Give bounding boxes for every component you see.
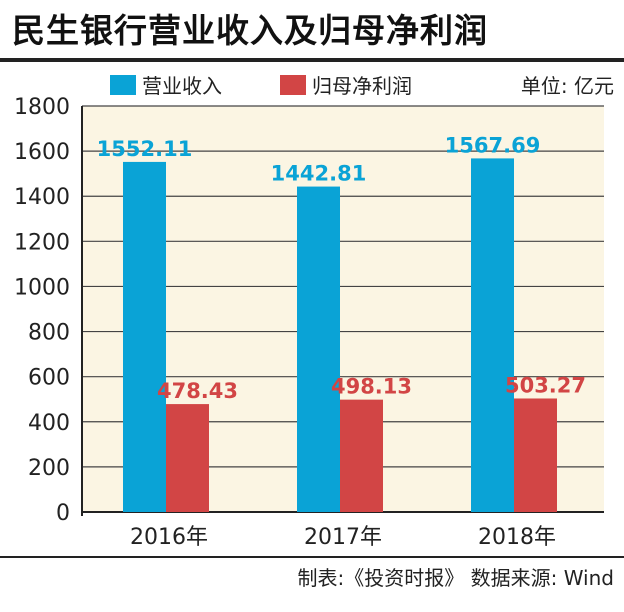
y-tick-label: 1200: [14, 230, 70, 255]
bar-profit: [340, 399, 383, 512]
unit-label: 单位: 亿元: [520, 74, 614, 98]
bar-revenue: [123, 161, 166, 512]
y-tick-label: 1800: [14, 95, 70, 120]
bar-chart: 0 200 400 600 800 1000 1200 1400 1600 1800 1552.11…: [14, 95, 604, 550]
y-tick-label: 1400: [14, 185, 70, 210]
x-tick-label: 2018年: [478, 525, 556, 550]
legend: 营业收入 归母净利润 单位: 亿元: [0, 66, 624, 99]
y-tick-label: 800: [28, 321, 70, 346]
bar-revenue: [471, 158, 514, 512]
data-label: 498.13: [331, 375, 412, 399]
y-tick-label: 200: [28, 456, 70, 481]
legend-label-profit: 归母净利润: [312, 74, 412, 98]
legend-item-revenue: 营业收入: [110, 70, 222, 99]
chart-title: 民生银行营业收入及归母净利润: [12, 11, 488, 50]
y-tick-label: 1000: [14, 275, 70, 300]
y-tick-label: 600: [28, 366, 70, 391]
legend-swatch-profit: [280, 74, 306, 95]
source-note: 制表:《投资时报》 数据来源: Wind: [297, 566, 614, 590]
y-tick-label: 0: [56, 501, 70, 526]
data-label: 478.43: [157, 379, 238, 403]
data-label: 1567.69: [445, 133, 541, 157]
footer-divider: [0, 556, 624, 558]
title-divider: [0, 58, 624, 62]
x-tick-label: 2017年: [304, 525, 382, 550]
data-label: 1442.81: [271, 162, 367, 186]
y-tick-label: 1600: [14, 140, 70, 165]
data-label: 1552.11: [97, 137, 193, 161]
legend-swatch-revenue: [110, 74, 136, 95]
x-tick-label: 2016年: [130, 525, 208, 550]
bar-profit: [166, 404, 209, 512]
data-label: 503.27: [505, 373, 586, 397]
legend-item-profit: 归母净利润: [280, 70, 412, 99]
bar-profit: [514, 398, 557, 512]
y-tick-label: 400: [28, 411, 70, 436]
legend-label-revenue: 营业收入: [142, 74, 222, 98]
bar-revenue: [297, 186, 340, 512]
